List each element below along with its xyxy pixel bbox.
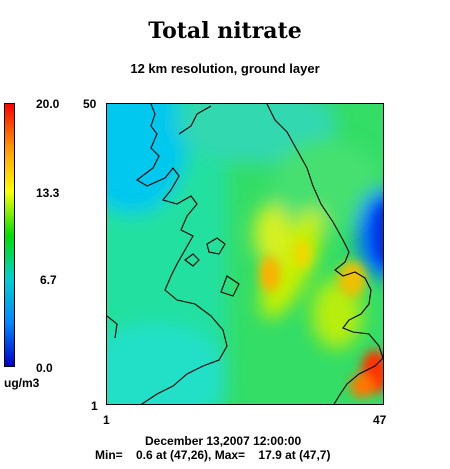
field-yellow-upper <box>254 204 290 264</box>
field-northwest <box>107 104 187 214</box>
field-deep-blue-east <box>373 204 383 264</box>
field-yellow-spot <box>293 240 311 268</box>
y-axis-bottom-label: 1 <box>91 399 98 413</box>
colorbar <box>4 103 15 367</box>
min-max-stats: Min= 0.6 at (47,26), Max= 17.9 at (47,7) <box>95 448 331 462</box>
field-southwest <box>107 324 227 404</box>
field-orange-center <box>260 256 280 292</box>
field-orange-southeast <box>350 374 374 398</box>
field-orange-east <box>338 261 366 297</box>
colorbar-mid-high-label: 13.3 <box>36 186 60 200</box>
timestamp-label: December 13,2007 12:00:00 <box>145 434 302 448</box>
colorbar-max-label: 20.0 <box>36 97 60 111</box>
concentration-map-svg <box>107 104 383 404</box>
map-title: Total nitrate <box>148 18 302 44</box>
concentration-map <box>106 103 384 405</box>
x-axis-right-label: 47 <box>373 413 387 427</box>
map-subtitle: 12 km resolution, ground layer <box>130 61 320 76</box>
field-yellow-band <box>260 208 324 320</box>
y-axis-top-label: 50 <box>83 97 97 111</box>
colorbar-units-label: ug/m3 <box>4 376 40 390</box>
x-axis-left-label: 1 <box>103 413 110 427</box>
field-east-blue <box>357 189 383 279</box>
field-northeast <box>272 139 382 229</box>
coastlines <box>107 104 383 404</box>
colorbar-min-label: 0.0 <box>36 361 53 375</box>
colorbar-mid-low-label: 6.7 <box>40 273 57 287</box>
